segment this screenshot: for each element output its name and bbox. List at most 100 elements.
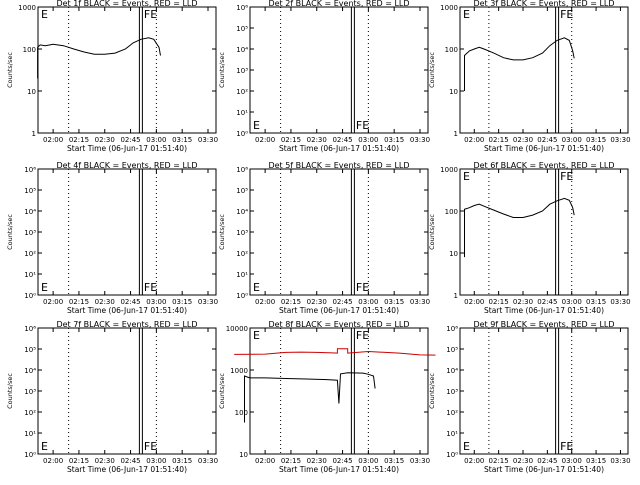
marker-e-label: E <box>463 440 470 453</box>
x-tick-label: 02:45 <box>537 136 557 144</box>
y-tick-label: 10² <box>236 250 248 258</box>
detector-panel-2: Det 2f BLACK = Events, RED = LLD 02:00 02:… <box>218 0 430 153</box>
plot-frame <box>37 168 217 296</box>
x-tick-label: 02:00 <box>43 457 63 465</box>
y-axis-label: Counts/sec <box>218 373 226 409</box>
x-tick-label: 02:45 <box>537 298 557 306</box>
x-tick-label: 02:00 <box>464 298 484 306</box>
y-tick-label: 1000 <box>440 166 458 174</box>
x-tick-label: 03:30 <box>410 457 430 465</box>
y-tick-label: 10¹ <box>24 271 36 279</box>
x-tick-label: 02:45 <box>120 457 140 465</box>
x-tick-label: 03:15 <box>384 136 404 144</box>
plot-frame <box>249 327 429 455</box>
panel-title: Det 4f BLACK = Events, RED = LLD <box>56 161 197 170</box>
y-tick-label: 10⁴ <box>446 367 458 375</box>
marker-e-label: E <box>463 170 470 183</box>
y-tick-label: 10¹ <box>446 430 458 438</box>
y-tick-label: 10⁰ <box>24 292 36 300</box>
y-tick-label: 10¹ <box>236 109 248 117</box>
y-tick-label: 10⁵ <box>236 25 248 33</box>
x-tick-label: 02:45 <box>332 136 352 144</box>
y-axis-label: Counts/sec <box>6 214 14 250</box>
x-tick-label: 02:45 <box>332 298 352 306</box>
x-tick-label: 02:15 <box>489 457 509 465</box>
plot-frame <box>459 327 629 455</box>
y-tick-label: 10³ <box>24 388 36 396</box>
y-axis-label: Counts/sec <box>6 373 14 409</box>
marker-e-label: E <box>41 8 48 21</box>
x-axis-label: Start Time (06-Jun-17 01:51:40) <box>484 465 604 474</box>
y-tick-label: 10⁴ <box>236 208 248 216</box>
y-axis-label: Counts/sec <box>428 52 436 88</box>
marker-e-label: E <box>253 119 260 132</box>
x-tick-label: 03:00 <box>562 136 582 144</box>
y-tick-label: 10⁴ <box>24 367 36 375</box>
x-tick-label: 03:15 <box>586 136 606 144</box>
x-tick-label: 02:30 <box>307 298 327 306</box>
marker-fe-label: FE <box>560 8 573 21</box>
y-tick-label: 10⁰ <box>446 451 458 459</box>
y-axis-label: Counts/sec <box>6 52 14 88</box>
x-tick-label: 02:30 <box>307 136 327 144</box>
x-tick-label: 02:30 <box>95 298 115 306</box>
y-tick-label: 10² <box>24 250 36 258</box>
detector-panel-8: Det 8f BLACK = Events, RED = LLD 02:00 02:… <box>218 320 436 474</box>
plot-frame <box>459 168 629 296</box>
x-tick-label: 02:45 <box>537 457 557 465</box>
x-tick-label: 03:00 <box>146 457 166 465</box>
x-tick-label: 02:00 <box>255 136 275 144</box>
x-tick-label: 02:00 <box>43 136 63 144</box>
x-tick-label: 03:30 <box>610 457 630 465</box>
x-tick-label: 02:45 <box>332 457 352 465</box>
y-tick-label: 10⁶ <box>446 325 458 333</box>
x-tick-label: 02:30 <box>95 136 115 144</box>
y-tick-label: 10⁰ <box>236 292 248 300</box>
x-tick-label: 03:15 <box>384 457 404 465</box>
x-tick-label: 03:30 <box>410 298 430 306</box>
detector-panel-6: Det 6f BLACK = Events, RED = LLD 02:00 02:… <box>428 161 631 315</box>
y-tick-label: 10 <box>449 88 458 96</box>
y-tick-label: 1000 <box>230 367 248 375</box>
detector-panel-5: Det 5f BLACK = Events, RED = LLD 02:00 02:… <box>218 161 430 315</box>
x-tick-label: 02:00 <box>255 457 275 465</box>
y-axis-label: Counts/sec <box>218 214 226 250</box>
y-axis-label: Counts/sec <box>428 214 436 250</box>
x-tick-label: 03:00 <box>146 136 166 144</box>
x-tick-label: 03:30 <box>410 136 430 144</box>
y-axis-label: Counts/sec <box>218 52 226 88</box>
x-tick-label: 02:15 <box>281 298 301 306</box>
marker-e-label: E <box>41 440 48 453</box>
x-tick-label: 02:30 <box>95 457 115 465</box>
panel-title: Det 7f BLACK = Events, RED = LLD <box>56 320 197 329</box>
panel-title: Det 2f BLACK = Events, RED = LLD <box>268 0 409 8</box>
x-axis-label: Start Time (06-Jun-17 01:51:40) <box>279 465 399 474</box>
x-tick-label: 02:30 <box>513 136 533 144</box>
x-tick-label: 02:15 <box>69 457 89 465</box>
y-tick-label: 10² <box>24 409 36 417</box>
x-axis-label: Start Time (06-Jun-17 01:51:40) <box>67 465 187 474</box>
x-axis-label: Start Time (06-Jun-17 01:51:40) <box>279 144 399 153</box>
y-tick-label: 10⁴ <box>236 46 248 54</box>
plot-frame <box>37 327 217 455</box>
y-tick-label: 10000 <box>226 325 248 333</box>
x-tick-label: 02:00 <box>464 136 484 144</box>
x-tick-label: 02:15 <box>69 298 89 306</box>
y-tick-label: 10⁵ <box>236 187 248 195</box>
x-tick-label: 03:00 <box>358 457 378 465</box>
x-tick-label: 02:30 <box>513 298 533 306</box>
y-tick-label: 10² <box>236 88 248 96</box>
x-tick-label: 02:45 <box>120 136 140 144</box>
y-axis-label: Counts/sec <box>428 373 436 409</box>
y-tick-label: 10⁵ <box>24 187 36 195</box>
marker-e-label: E <box>41 281 48 294</box>
x-axis-label: Start Time (06-Jun-17 01:51:40) <box>67 306 187 315</box>
series-line-red <box>234 348 436 356</box>
y-tick-label: 1000 <box>18 4 36 12</box>
x-axis-label: Start Time (06-Jun-17 01:51:40) <box>484 144 604 153</box>
marker-fe-label: FE <box>560 170 573 183</box>
x-tick-label: 02:30 <box>307 457 327 465</box>
x-tick-label: 02:15 <box>489 136 509 144</box>
panel-title: Det 1f BLACK = Events, RED = LLD <box>56 0 197 8</box>
y-tick-label: 10⁶ <box>24 325 36 333</box>
